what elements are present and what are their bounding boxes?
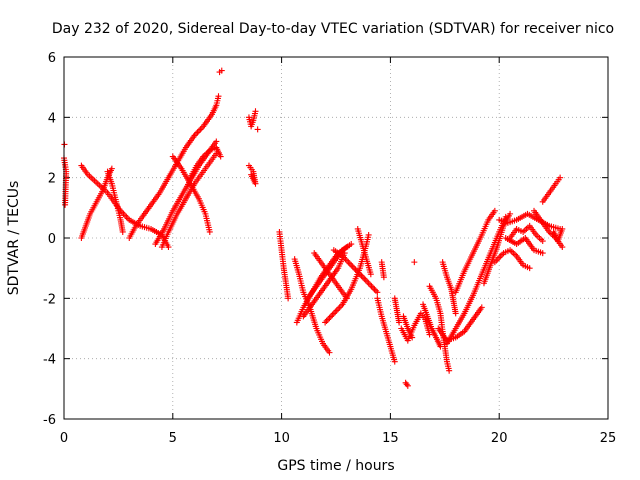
data-point [119, 228, 126, 235]
y-tick-label: 2 [48, 172, 56, 187]
data-point [367, 271, 374, 278]
data-point [198, 124, 205, 131]
data-point [345, 259, 352, 266]
data-point [323, 317, 330, 324]
data-point [348, 241, 355, 248]
data-point [391, 358, 398, 365]
data-point [446, 367, 453, 374]
data-point [358, 272, 365, 279]
data-point [404, 382, 411, 389]
data-point [411, 259, 418, 266]
y-tick-label: 4 [48, 111, 56, 126]
data-point [372, 287, 379, 294]
data-point [559, 244, 566, 251]
data-point [215, 93, 222, 100]
y-tick-labels: -6 -4 -2 0 2 4 6 [43, 51, 56, 428]
data-point [62, 201, 69, 208]
data-points [61, 67, 566, 389]
x-tick-label: 25 [600, 431, 617, 446]
data-point [322, 319, 329, 326]
data-point [108, 165, 115, 172]
y-tick-label: -2 [43, 292, 56, 307]
data-point [452, 310, 459, 317]
y-tick-label: 6 [48, 51, 56, 66]
x-tick-label: 0 [60, 431, 68, 446]
data-point [559, 225, 566, 232]
data-point [218, 67, 225, 74]
data-point [359, 274, 366, 281]
y-tick-label: 0 [48, 232, 56, 247]
data-point [194, 129, 201, 136]
data-point [491, 207, 498, 214]
data-point [526, 265, 533, 272]
data-point [343, 257, 350, 264]
data-point [326, 314, 333, 321]
x-tick-labels: 0 5 10 15 20 25 [60, 431, 616, 446]
y-tick-label: -4 [43, 353, 56, 368]
data-point [497, 253, 504, 260]
data-point [333, 307, 340, 314]
plot-frame [63, 56, 609, 420]
data-point [213, 138, 220, 145]
data-point [285, 295, 292, 302]
data-point [195, 127, 202, 134]
data-point [349, 263, 356, 270]
data-point [332, 308, 339, 315]
data-point [362, 277, 369, 284]
data-point [557, 174, 564, 181]
data-point [336, 304, 343, 311]
data-point [403, 381, 410, 388]
data-point [193, 130, 200, 137]
x-tick-label: 5 [169, 431, 177, 446]
data-point [206, 228, 213, 235]
data-point [120, 210, 127, 217]
data-point [348, 262, 355, 269]
data-point [254, 126, 261, 133]
data-point [327, 313, 334, 320]
data-point [364, 278, 371, 285]
y-axis-label: SDTVAR / TECUs [6, 181, 22, 296]
data-point [539, 250, 546, 257]
x-tick-label: 20 [491, 431, 508, 446]
data-point [396, 319, 403, 326]
data-point [325, 316, 332, 323]
data-point [248, 171, 255, 178]
data-point [217, 153, 224, 160]
data-point [380, 274, 387, 281]
data-point [374, 289, 381, 296]
data-point [335, 305, 342, 312]
data-point [365, 231, 372, 238]
data-point [369, 284, 376, 291]
data-point [409, 334, 416, 341]
data-point [252, 108, 259, 115]
data-point [371, 286, 378, 293]
y-tick-label: -6 [43, 413, 56, 428]
x-tick-label: 10 [273, 431, 290, 446]
x-axis-label: GPS time / hours [277, 458, 394, 474]
data-point [330, 310, 337, 317]
chart-title: Day 232 of 2020, Sidereal Day-to-day VTE… [52, 21, 614, 37]
data-point [367, 281, 374, 288]
data-point [539, 238, 546, 245]
data-point [326, 349, 333, 356]
data-point [123, 213, 130, 220]
data-point [368, 283, 375, 290]
x-tick-label: 15 [382, 431, 399, 446]
data-point [478, 304, 485, 311]
data-point [329, 311, 336, 318]
data-point [361, 275, 368, 282]
data-point [346, 260, 353, 267]
data-point [165, 244, 172, 251]
data-point [365, 280, 372, 287]
data-point [197, 126, 204, 133]
data-point [507, 210, 514, 217]
data-point [426, 331, 433, 338]
